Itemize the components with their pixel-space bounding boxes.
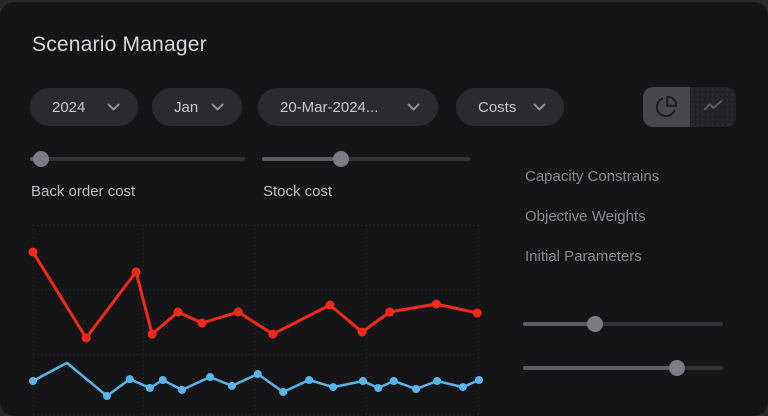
chevron-down-icon	[211, 103, 224, 111]
back-order-cost-label: Back order cost	[31, 183, 136, 200]
lower-series-blue-point	[412, 385, 421, 393]
pie-chart-icon	[655, 96, 678, 118]
slider-track	[30, 157, 245, 161]
upper-series-red-point	[197, 318, 207, 328]
pie-view-button[interactable]	[643, 87, 690, 127]
lower-series-blue-point	[145, 384, 154, 392]
lower-series-blue-point	[458, 383, 467, 392]
lower-series-blue-point	[103, 392, 111, 400]
date-dropdown-value: 20-Mar-2024...	[280, 98, 379, 116]
upper-series-red-point	[173, 307, 183, 317]
menu-item-initial-parameters[interactable]: Initial Parameters	[525, 248, 642, 265]
year-dropdown-value: 2024	[52, 98, 86, 116]
chevron-down-icon	[107, 103, 120, 111]
lower-series-blue-point	[29, 377, 37, 385]
lower-series-blue-point	[178, 385, 186, 394]
slider-fill	[523, 322, 595, 326]
lower-series-blue-point	[158, 376, 167, 384]
lower-series-blue-point	[329, 383, 338, 392]
lower-series-blue-point	[305, 376, 314, 384]
stock-cost-label: Stock cost	[263, 183, 333, 200]
year-dropdown[interactable]: 2024	[30, 88, 138, 126]
upper-series-red-point	[431, 299, 441, 309]
metric-dropdown-value: Costs	[478, 98, 517, 116]
scenario-line-chart	[28, 224, 483, 416]
upper-series-red-point	[268, 329, 278, 339]
upper-series-red-point	[325, 300, 335, 310]
slider-fill	[262, 157, 342, 161]
trend-line-icon	[702, 96, 724, 118]
lower-series-blue-point	[279, 388, 288, 396]
lower-series-blue-point	[389, 377, 398, 385]
upper-series-red-point	[472, 308, 482, 318]
upper-series-red-point	[131, 267, 141, 277]
chevron-down-icon	[407, 103, 420, 111]
weight-slider-1[interactable]	[523, 316, 723, 332]
view-toggle	[643, 87, 736, 127]
slider-thumb[interactable]	[587, 316, 603, 332]
month-dropdown[interactable]: Jan	[152, 88, 242, 126]
slider-thumb[interactable]	[669, 360, 685, 376]
upper-series-red-point	[357, 327, 367, 337]
slider-thumb[interactable]	[333, 151, 350, 167]
menu-item-capacity-constrains[interactable]: Capacity Constrains	[525, 168, 660, 185]
slider-track	[523, 366, 723, 370]
lower-series-blue-point	[475, 376, 483, 384]
weight-slider-2[interactable]	[523, 360, 723, 376]
upper-series-red-point	[81, 333, 91, 343]
upper-series-red-point	[233, 307, 243, 317]
lower-series-blue-point	[227, 381, 236, 390]
slider-track	[523, 322, 723, 326]
lower-series-blue-point	[206, 373, 215, 381]
upper-series-red-point	[28, 247, 38, 257]
slider-fill	[523, 366, 677, 370]
upper-series-red-point	[147, 329, 157, 339]
lower-series-blue-point	[253, 370, 262, 378]
date-dropdown[interactable]: 20-Mar-2024...	[258, 88, 438, 126]
lower-series-blue-point	[125, 375, 134, 384]
slider-thumb[interactable]	[32, 151, 49, 167]
menu-item-objective-weights[interactable]: Objective Weights	[525, 208, 646, 225]
upper-series-red-point	[385, 307, 395, 317]
month-dropdown-value: Jan	[174, 98, 199, 116]
metric-dropdown[interactable]: Costs	[456, 88, 564, 126]
lower-series-blue-point	[374, 384, 383, 392]
slider-track	[262, 157, 470, 161]
lower-series-blue-point	[359, 377, 367, 385]
trend-view-button[interactable]	[689, 87, 736, 127]
chevron-down-icon	[533, 103, 546, 111]
back-order-cost-slider[interactable]	[30, 151, 245, 167]
stock-cost-slider[interactable]	[262, 151, 470, 167]
page-title: Scenario Manager	[32, 33, 207, 56]
lower-series-blue-point	[433, 377, 442, 385]
lower-series-blue-line	[31, 361, 481, 398]
